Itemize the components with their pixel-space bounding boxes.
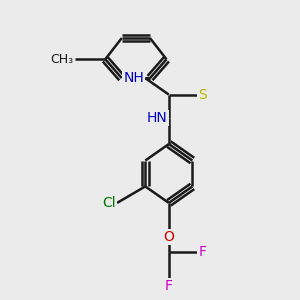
Text: F: F: [198, 245, 206, 259]
Text: CH₃: CH₃: [50, 53, 74, 66]
Text: Cl: Cl: [102, 196, 116, 210]
Text: F: F: [165, 279, 173, 293]
Text: O: O: [164, 230, 174, 244]
Text: S: S: [198, 88, 207, 102]
Text: HN: HN: [147, 111, 168, 125]
Text: NH: NH: [123, 71, 144, 85]
